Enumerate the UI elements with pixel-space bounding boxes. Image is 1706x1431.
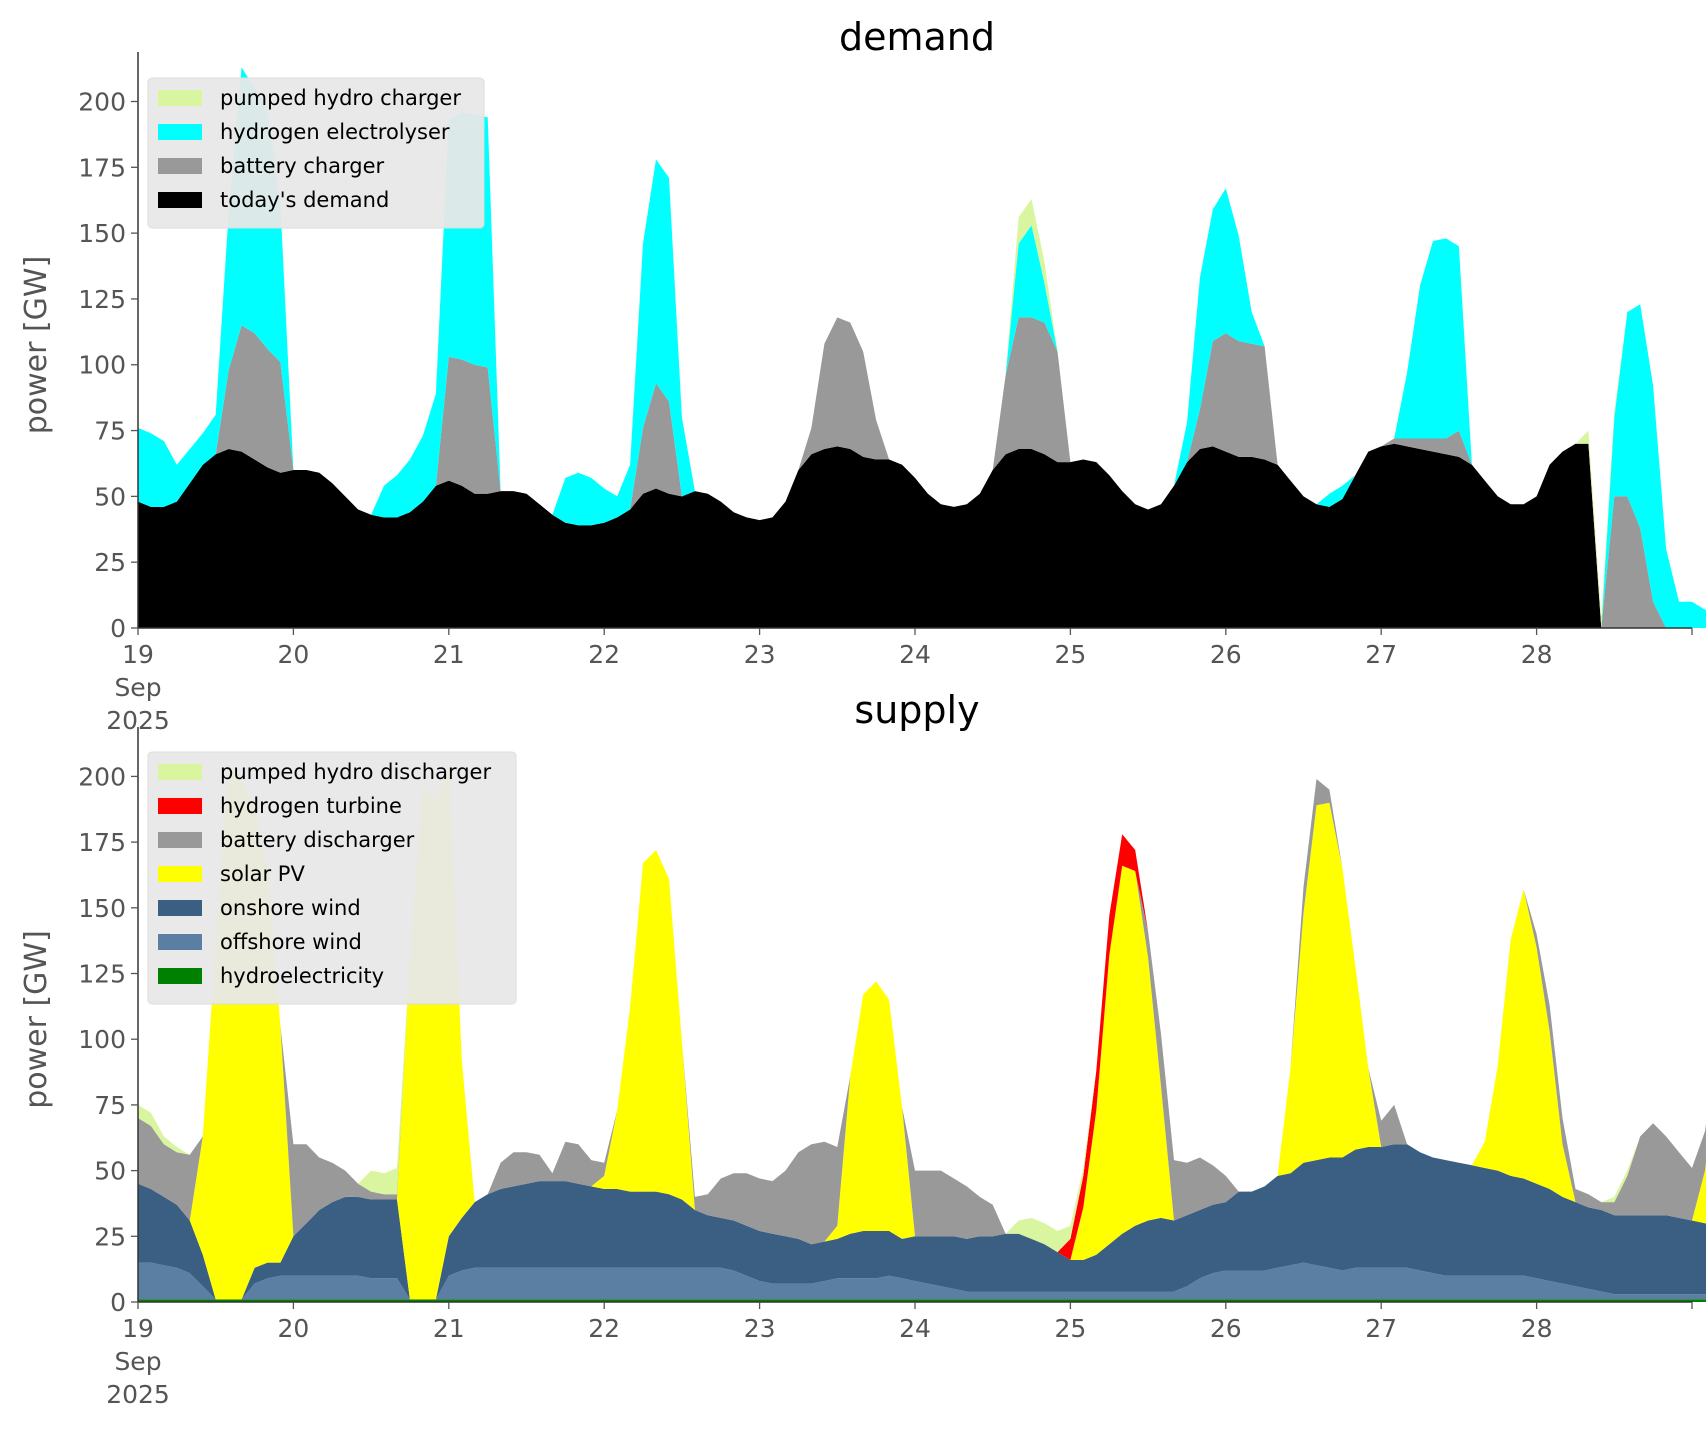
x-tick-label: 19 <box>122 1314 154 1343</box>
series-area-onshore-wind <box>138 1144 1706 1300</box>
legend-label: hydroelectricity <box>220 964 384 988</box>
x-tick-label: 24 <box>899 640 931 669</box>
x-tick-label: 19 <box>122 640 154 669</box>
x-tick-label: 28 <box>1521 1314 1553 1343</box>
area-layers <box>138 763 1706 1302</box>
y-tick-label: 25 <box>94 1222 126 1251</box>
legend: pumped hydro discharger hydrogen turbine b… <box>147 751 517 1005</box>
legend-swatch <box>158 90 202 106</box>
x-tick-label: 24 <box>899 1314 931 1343</box>
legend-swatch <box>158 158 202 174</box>
legend-label: hydrogen electrolyser <box>220 120 450 144</box>
legend-label: today's demand <box>220 188 389 212</box>
legend-label: solar PV <box>220 862 305 886</box>
y-tick-label: 125 <box>78 285 126 314</box>
panel-demand: demand 0 25 50 75 100 125 150 175 200 power [GW] 19… <box>19 15 1706 735</box>
x-tick-label: 21 <box>433 640 465 669</box>
x-tick-label: 25 <box>1054 1314 1086 1343</box>
y-tick-label: 125 <box>78 960 126 989</box>
x-tick-label: 26 <box>1210 1314 1242 1343</box>
y-tick-label: 150 <box>78 894 126 923</box>
series-area-battery-charger <box>138 317 1706 628</box>
legend-swatch <box>158 832 202 848</box>
y-tick-label: 100 <box>78 1025 126 1054</box>
x-tick-label: 22 <box>588 1314 620 1343</box>
legend-label: battery discharger <box>220 828 415 852</box>
legend-box <box>147 751 517 1005</box>
x-tick-label: 23 <box>744 640 776 669</box>
y-tick-label: 75 <box>94 1091 126 1120</box>
legend-swatch <box>158 764 202 780</box>
x-tick-label: 22 <box>588 640 620 669</box>
legend-box <box>147 77 485 229</box>
y-tick-label: 175 <box>78 153 126 182</box>
chart-title: demand <box>839 15 995 59</box>
y-tick-label: 25 <box>94 548 126 577</box>
y-tick-label: 200 <box>78 762 126 791</box>
y-tick-label: 50 <box>94 1157 126 1186</box>
legend-label: offshore wind <box>220 930 362 954</box>
x-tick-label: 20 <box>277 640 309 669</box>
y-tick-label: 0 <box>110 614 126 643</box>
y-tick-label: 0 <box>110 1288 126 1317</box>
legend-swatch <box>158 192 202 208</box>
legend-swatch <box>158 798 202 814</box>
legend-label: pumped hydro discharger <box>220 760 491 784</box>
series-area-hydrogen-electrolyser <box>138 67 1706 628</box>
x-tick-sublabel: 2025 <box>106 1380 170 1409</box>
x-tick-label: 23 <box>744 1314 776 1343</box>
legend-swatch <box>158 900 202 916</box>
x-tick-label: 25 <box>1054 640 1086 669</box>
x-tick-label: 27 <box>1365 1314 1397 1343</box>
series-area-solar-pv <box>138 763 1706 1300</box>
area-layers <box>138 67 1706 628</box>
x-tick-label: 20 <box>277 1314 309 1343</box>
y-tick-label: 75 <box>94 417 126 446</box>
legend-label: onshore wind <box>220 896 361 920</box>
y-tick-label: 175 <box>78 828 126 857</box>
legend-swatch <box>158 124 202 140</box>
x-tick-label: 27 <box>1365 640 1397 669</box>
x-tick-label: 28 <box>1521 640 1553 669</box>
legend-label: hydrogen turbine <box>220 794 402 818</box>
legend-swatch <box>158 866 202 882</box>
series-area-offshore-wind <box>138 1262 1706 1300</box>
x-tick-sublabel: Sep <box>114 1347 161 1376</box>
legend-label: battery charger <box>220 154 385 178</box>
legend-swatch <box>158 934 202 950</box>
y-tick-label: 150 <box>78 219 126 248</box>
y-axis-label: power [GW] <box>19 256 54 435</box>
y-tick-label: 200 <box>78 87 126 116</box>
panel-supply: supply 0 25 50 75 100 125 150 175 200 power [GW] 19… <box>19 688 1706 1409</box>
x-tick-label: 21 <box>433 1314 465 1343</box>
series-area-today-s-demand <box>138 443 1706 628</box>
x-tick-sublabel: Sep <box>114 673 161 702</box>
legend: pumped hydro charger hydrogen electrolyse… <box>147 77 485 229</box>
legend-swatch <box>158 968 202 984</box>
y-tick-label: 50 <box>94 482 126 511</box>
y-axis-label: power [GW] <box>19 930 54 1109</box>
x-tick-label: 26 <box>1210 640 1242 669</box>
legend-label: pumped hydro charger <box>220 86 461 110</box>
series-area-battery-discharger <box>138 763 1706 1260</box>
y-tick-label: 100 <box>78 351 126 380</box>
chart-title: supply <box>854 688 979 732</box>
